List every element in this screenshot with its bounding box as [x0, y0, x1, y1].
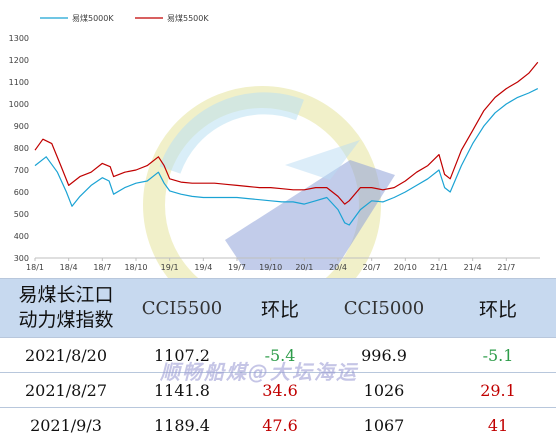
header-cci5500-text: CCI5500 — [141, 297, 223, 319]
cell-cci5000: 996.9 — [328, 337, 440, 373]
x-tick-label: 19/10 — [259, 263, 282, 272]
cell-change-5000: 29.1 — [440, 372, 556, 408]
x-tick-label: 18/10 — [124, 263, 147, 272]
x-tick-label: 20/10 — [394, 263, 417, 272]
header-change-5500-text: 环比 — [260, 298, 299, 321]
x-tick-label: 21/4 — [464, 263, 482, 272]
header-cci5500: CCI5500 — [132, 278, 232, 338]
x-tick-label: 18/1 — [26, 263, 44, 272]
header-change-5000: 环比 — [440, 278, 556, 338]
cell-cci5000: 1067 — [328, 407, 440, 442]
x-tick-label: 19/7 — [228, 263, 246, 272]
cell-change-5000: -5.1 — [440, 337, 556, 373]
x-tick-label: 20/1 — [295, 263, 313, 272]
x-tick-label: 21/7 — [497, 263, 515, 272]
chart-series — [34, 61, 539, 226]
y-tick-label: 400 — [14, 232, 29, 241]
table-row: 2021/8/27 1141.8 34.6 1026 29.1 — [0, 372, 556, 408]
cell-cci5500: 1189.4 — [132, 407, 232, 442]
y-tick-label: 900 — [14, 122, 29, 131]
y-tick-label: 1200 — [9, 56, 29, 65]
cell-change-5500: -5.4 — [232, 337, 328, 373]
table-row: 2021/8/20 1107.2 -5.4 996.9 -5.1 — [0, 337, 556, 373]
x-tick-label: 18/7 — [93, 263, 111, 272]
y-tick-label: 300 — [14, 254, 29, 263]
y-tick-label: 1100 — [9, 78, 29, 87]
cell-date: 2021/9/3 — [0, 407, 132, 442]
header-index-name: 易煤长江口动力煤指数 — [0, 278, 132, 338]
series-5000k-line — [34, 88, 539, 226]
x-tick-label: 19/1 — [161, 263, 179, 272]
cell-cci5500: 1141.8 — [132, 372, 232, 408]
cell-change-5500: 34.6 — [232, 372, 328, 408]
y-tick-label: 700 — [14, 166, 29, 175]
header-index-name-text: 易煤长江口动力煤指数 — [18, 284, 114, 331]
header-cci5000: CCI5000 — [328, 278, 440, 338]
watermark-logo — [143, 86, 395, 278]
table-header-row: 易煤长江口动力煤指数 CCI5500 环比 CCI5000 环比 — [0, 278, 556, 338]
table-row: 2021/9/3 1189.4 47.6 1067 41 — [0, 407, 556, 442]
x-tick-label: 18/4 — [60, 263, 78, 272]
x-tick-label: 21/1 — [430, 263, 448, 272]
y-tick-label: 500 — [14, 210, 29, 219]
cell-date: 2021/8/20 — [0, 337, 132, 373]
header-change-5000-text: 环比 — [478, 298, 517, 321]
y-tick-label: 1000 — [9, 100, 29, 109]
y-tick-label: 600 — [14, 188, 29, 197]
cell-change-5500: 47.6 — [232, 407, 328, 442]
series-5500k-line — [34, 61, 539, 205]
y-tick-label: 800 — [14, 144, 29, 153]
x-tick-label: 20/7 — [363, 263, 381, 272]
legend-label: 易煤5000K — [72, 13, 114, 23]
chart-legend: 易煤5000K 易煤5500K — [40, 13, 209, 23]
cell-cci5000: 1026 — [328, 372, 440, 408]
x-tick-label: 19/4 — [194, 263, 212, 272]
x-tick-label: 20/4 — [329, 263, 347, 272]
line-chart: 易煤5000K 易煤5500K 300 400 500 600 700 800 900 1000… — [9, 13, 540, 278]
legend-label: 易煤5500K — [167, 13, 209, 23]
y-tick-label: 1300 — [9, 34, 29, 43]
cell-date: 2021/8/27 — [0, 372, 132, 408]
header-cci5000-text: CCI5000 — [343, 297, 425, 319]
cell-cci5500: 1107.2 — [132, 337, 232, 373]
chart-axes: 300 400 500 600 700 800 900 1000 1100 1200 1300 18/… — [9, 34, 540, 272]
coal-index-table: 易煤长江口动力煤指数 CCI5500 环比 CCI5000 环比 2021/8/… — [0, 278, 556, 442]
header-change-5500: 环比 — [232, 278, 328, 338]
cell-change-5000: 41 — [440, 407, 556, 442]
